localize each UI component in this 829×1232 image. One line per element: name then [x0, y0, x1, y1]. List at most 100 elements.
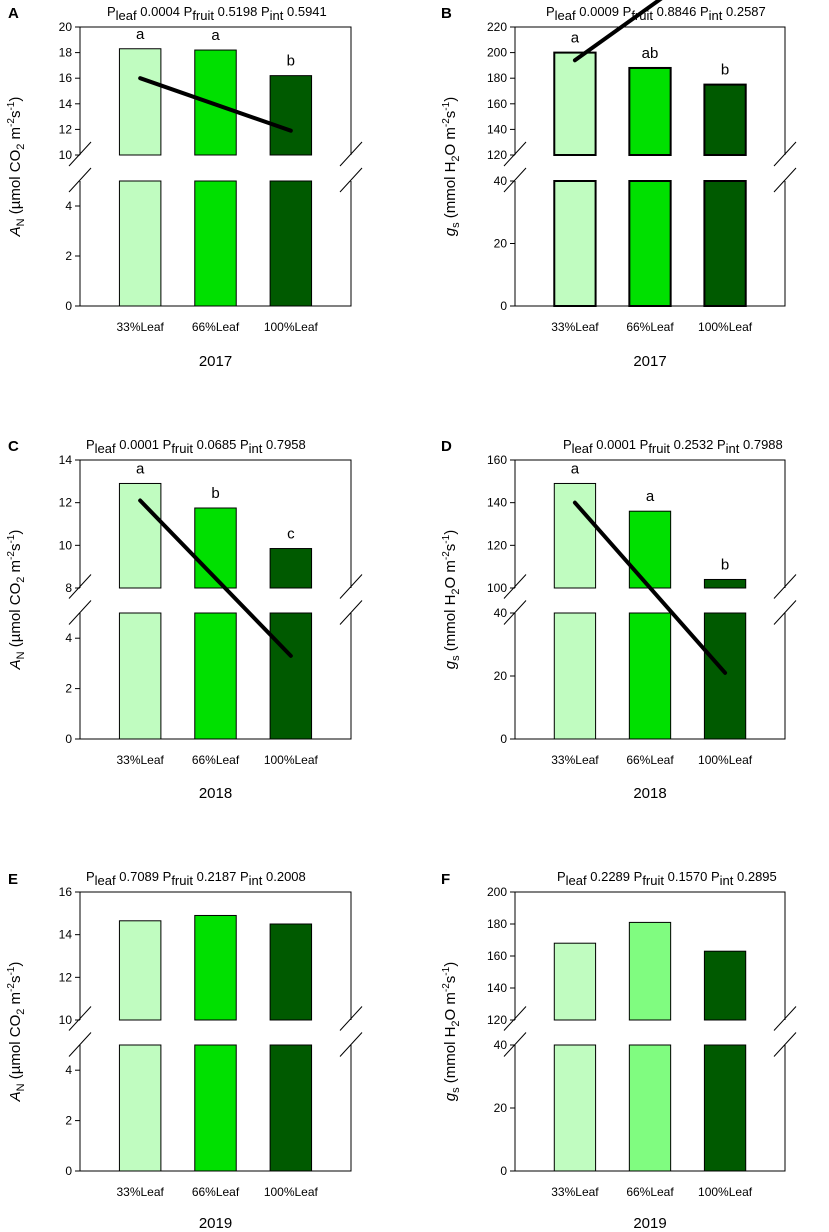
upper-axis-frame: [79, 26, 352, 155]
axis-break-mark: [339, 1032, 363, 1057]
stat-sub-leaf: leaf: [566, 873, 587, 888]
stat-value-fruit: 0.0685: [193, 437, 240, 452]
axis-break-mark: [773, 141, 797, 167]
bar-lower-1: [553, 1044, 597, 1172]
stats-text: Pleaf 0.0001 Pfruit 0.0685 Pint 0.7958: [86, 437, 306, 456]
bar-lower-1: [118, 180, 162, 307]
axis-break-mark: [68, 167, 92, 193]
ylabel-main: g: [442, 227, 459, 236]
ylabel-sub: s: [450, 222, 462, 228]
ylabel-unit-sub: 2: [15, 577, 27, 583]
y-tick-label: 10: [59, 148, 73, 162]
stat-value-fruit: 0.2187: [193, 869, 240, 884]
significance-letter: a: [571, 460, 580, 477]
y-tick-label: 0: [500, 732, 507, 746]
axis-break-mark: [68, 141, 92, 167]
stat-value-fruit: 0.1570: [664, 869, 711, 884]
ylabel-unit-sup: -1: [441, 534, 452, 543]
stat-p: P: [557, 869, 566, 884]
stat-sub-fruit: fruit: [171, 441, 193, 456]
stat-p: P: [546, 4, 555, 19]
bar-lower-1: [553, 180, 597, 307]
bar-upper-2: [194, 507, 237, 589]
ylabel-sub: N: [15, 218, 27, 226]
stat-sub-int: int: [270, 8, 284, 23]
x-category-label: 66%Leaf: [626, 753, 674, 767]
y-tick-label: 2: [65, 1114, 72, 1128]
ylabel-main: A: [7, 226, 24, 237]
trend-line: [138, 76, 293, 133]
y-tick-label: 160: [487, 97, 507, 111]
stat-value-leaf: 0.0001: [593, 437, 640, 452]
bar-upper-3: [269, 548, 313, 589]
stat-value-int: 0.7958: [262, 437, 305, 452]
stat-p: P: [711, 869, 720, 884]
stat-value-leaf: 0.2289: [587, 869, 634, 884]
bar-upper-3: [703, 83, 747, 156]
ylabel-sub: s: [450, 655, 462, 661]
stat-sub-leaf: leaf: [116, 8, 137, 23]
bar-lower-1: [118, 612, 162, 740]
bar-upper-1: [553, 482, 597, 589]
y-tick-label: 180: [487, 917, 507, 931]
axis-break-mark: [339, 574, 363, 599]
stat-sub-leaf: leaf: [95, 873, 116, 888]
ylabel-unit: m: [7, 560, 24, 577]
x-category-label: 66%Leaf: [192, 1185, 240, 1199]
axis-break-mark: [68, 1032, 92, 1057]
y-tick-label: 18: [59, 46, 73, 60]
stat-sub-fruit: fruit: [648, 441, 670, 456]
y-tick-label: 200: [487, 885, 507, 899]
stat-value-fruit: 0.2532: [670, 437, 717, 452]
x-category-label: 100%Leaf: [264, 1185, 319, 1199]
upper-axis-frame: [79, 459, 352, 588]
ylabel-unit: ): [442, 97, 459, 102]
x-category-label: 100%Leaf: [264, 320, 319, 334]
axis-break-mark: [503, 574, 527, 599]
x-category-label: 33%Leaf: [551, 753, 599, 767]
x-axis-title: 2018: [633, 785, 666, 802]
ylabel-unit-sup: -2: [441, 551, 452, 560]
y-tick-label: 8: [65, 581, 72, 595]
significance-letter: b: [721, 62, 729, 79]
stat-sub-int: int: [249, 441, 263, 456]
bar-upper-3: [269, 923, 313, 1021]
axis-break-mark: [773, 1006, 797, 1031]
x-category-label: 66%Leaf: [192, 320, 240, 334]
y-tick-label: 40: [494, 174, 508, 188]
y-tick-label: 2: [65, 249, 72, 263]
x-category-label: 100%Leaf: [698, 320, 753, 334]
stat-p: P: [623, 4, 632, 19]
axis-break-mark: [339, 167, 363, 193]
x-axis-title: 2017: [633, 353, 666, 370]
y-tick-label: 4: [65, 631, 72, 645]
ylabel-unit-sup: -2: [441, 118, 452, 127]
y-tick-label: 140: [487, 981, 507, 995]
x-category-label: 100%Leaf: [698, 1185, 753, 1199]
stat-p: P: [634, 869, 643, 884]
axis-break-mark: [773, 600, 797, 625]
y-axis-title: gs (mmol H2O m-2s-1): [441, 530, 462, 669]
ylabel-unit-sub: 2: [15, 144, 27, 150]
y-tick-label: 4: [65, 1063, 72, 1077]
ylabel-unit: O m: [442, 560, 459, 588]
stat-sub-int: int: [720, 873, 734, 888]
chart-panel-c: 8 10 12 14 0 2 4 a 33%Leaf b 66%Leaf c 100%Leaf 2018 C…: [6, 437, 363, 802]
upper-axis-frame: [514, 459, 786, 588]
stat-p: P: [563, 437, 572, 452]
y-tick-label: 10: [59, 538, 73, 552]
stat-sub-int: int: [249, 873, 263, 888]
y-tick-label: 160: [487, 949, 507, 963]
stats-text: Pleaf 0.0001 Pfruit 0.2532 Pint 0.7988: [563, 437, 783, 456]
bar-lower-3: [703, 180, 747, 307]
trend-line: [572, 0, 663, 63]
bar-lower-3: [703, 612, 747, 740]
stat-p: P: [240, 869, 249, 884]
ylabel-sub: s: [450, 1087, 462, 1093]
ylabel-unit-sub: 2: [450, 155, 462, 161]
ylabel-unit: O m: [442, 127, 459, 155]
stat-value-leaf: 0.7089: [116, 869, 163, 884]
significance-letter: a: [211, 27, 220, 44]
stat-value-leaf: 0.0004: [137, 4, 184, 19]
axis-break-mark: [68, 574, 92, 599]
